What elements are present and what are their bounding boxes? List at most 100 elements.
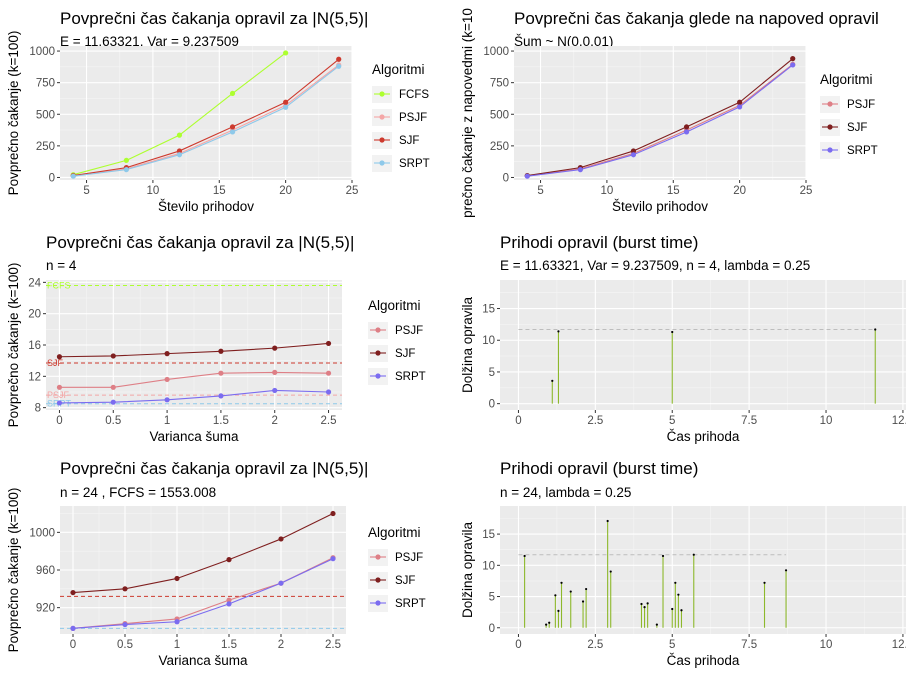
panel-subtitle: Šum ~ N(0,0.01): [514, 34, 613, 49]
legend-label: PSJF: [395, 325, 423, 337]
x-tick-label: 0.5: [117, 639, 133, 651]
data-point-sjf: [272, 345, 278, 351]
burst-point: [680, 609, 683, 612]
x-tick-label: 2.5: [587, 639, 603, 651]
panel-title: Povprečni čas čakanja opravil za |N(5,5)…: [46, 233, 354, 252]
series-line-sjf: [527, 58, 794, 177]
data-point-srpt: [278, 580, 284, 586]
x-axis-label: Varianca šuma: [149, 429, 239, 444]
y-tick-label: 0: [503, 172, 509, 184]
data-point-sjf: [229, 124, 236, 130]
x-tick-label: 7.5: [741, 415, 757, 427]
legend-key-point: [827, 124, 833, 130]
legend-label: SJF: [399, 135, 419, 147]
legend-key-point: [379, 160, 385, 166]
burst-point: [874, 328, 877, 331]
legend-key-point: [827, 101, 833, 107]
legend-label: PSJF: [847, 99, 875, 111]
panel-subtitle: n = 24, lambda = 0.25: [500, 485, 631, 500]
data-point-srpt: [218, 393, 224, 399]
x-tick-label: 12.5: [892, 415, 906, 427]
legend-label: PSJF: [399, 112, 427, 124]
x-tick-label: 2.5: [321, 415, 337, 427]
legend-key-point: [379, 91, 385, 97]
y-tick-label: 1000: [483, 46, 509, 58]
x-tick-label: 10: [601, 185, 614, 197]
data-point-fcfs: [176, 132, 183, 138]
plot-background: [500, 506, 906, 634]
data-point-srpt: [123, 167, 129, 173]
x-tick-label: 5: [83, 185, 89, 197]
data-point-srpt: [336, 63, 342, 69]
legend-title: Algoritmi: [820, 72, 873, 87]
x-axis-label: Število prihodov: [158, 199, 254, 214]
plot-background: [60, 46, 352, 180]
x-axis-label: Število prihodov: [612, 199, 708, 214]
y-tick-label: 250: [36, 141, 55, 153]
x-tick-label: 10: [820, 415, 833, 427]
x-tick-label: 1.5: [213, 415, 229, 427]
x-tick-label: 0.5: [105, 415, 121, 427]
series-line-srpt: [59, 389, 329, 404]
y-tick-label: 500: [490, 109, 509, 121]
legend-label: PSJF: [395, 552, 423, 564]
y-tick-label: 0: [49, 172, 55, 184]
y-tick-label: 15: [482, 304, 495, 316]
data-point-fcfs: [123, 157, 129, 164]
y-tick-label: 750: [490, 78, 509, 90]
x-tick-label: 5: [537, 185, 543, 197]
legend-key-point: [379, 137, 385, 143]
data-point-sjf: [176, 148, 183, 154]
burst-point: [569, 590, 572, 593]
data-point-srpt: [56, 400, 63, 406]
y-tick-label: 5: [489, 367, 495, 379]
data-point-psjf: [272, 369, 278, 376]
data-point-psjf: [226, 597, 232, 603]
y-tick-label: 1000: [29, 527, 55, 539]
x-tick-label: 10: [147, 185, 160, 197]
burst-point: [640, 602, 643, 606]
burst-point: [674, 581, 677, 584]
y-axis-label: prečno čakanje z napovedmi (k=10: [460, 8, 475, 218]
series-line-srpt: [73, 65, 340, 177]
data-point-psjf: [110, 384, 116, 390]
burst-point: [655, 623, 658, 626]
x-axis-label: Čas prihoda: [667, 653, 740, 668]
x-tick-label: 12.5: [892, 639, 906, 651]
data-point-sjf: [226, 557, 232, 563]
data-point-fcfs: [229, 90, 236, 97]
x-tick-label: 2.5: [587, 415, 603, 427]
data-point-sjf: [283, 99, 289, 105]
x-tick-label: 1: [174, 639, 180, 651]
series-line-sjf: [72, 513, 334, 594]
data-point-sjf: [790, 56, 796, 62]
x-tick-label: 0: [70, 639, 76, 651]
x-tick-label: 25: [800, 185, 813, 197]
x-tick-label: 5: [669, 415, 675, 427]
data-point-sjf: [330, 510, 336, 517]
y-tick-label: 500: [36, 109, 55, 121]
data-point-sjf: [325, 340, 332, 347]
y-tick-label: 8: [35, 403, 41, 415]
plot-marks: [70, 50, 342, 179]
burst-point: [671, 607, 674, 611]
data-point-srpt: [176, 152, 183, 158]
legend-key-point: [379, 114, 385, 120]
burst-point: [661, 554, 665, 558]
burst-point: [560, 581, 563, 584]
data-point-sjf: [164, 351, 170, 357]
data-point-psjf: [56, 384, 63, 390]
panel-p5: Povprečni čas čakanja opravil za |N(5,5)…: [6, 459, 426, 668]
y-tick-label: 24: [28, 277, 41, 289]
legend-key-point: [375, 327, 381, 333]
data-point-srpt: [229, 129, 236, 135]
y-axis-label: Dolžina opravila: [460, 296, 475, 393]
burst-point: [523, 554, 526, 558]
plot-background: [514, 46, 806, 180]
x-axis-label: Čas prihoda: [667, 429, 740, 444]
y-tick-label: 16: [28, 340, 41, 352]
data-point-psjf: [164, 376, 170, 383]
burst-point: [784, 569, 788, 572]
data-point-sjf: [56, 354, 63, 360]
